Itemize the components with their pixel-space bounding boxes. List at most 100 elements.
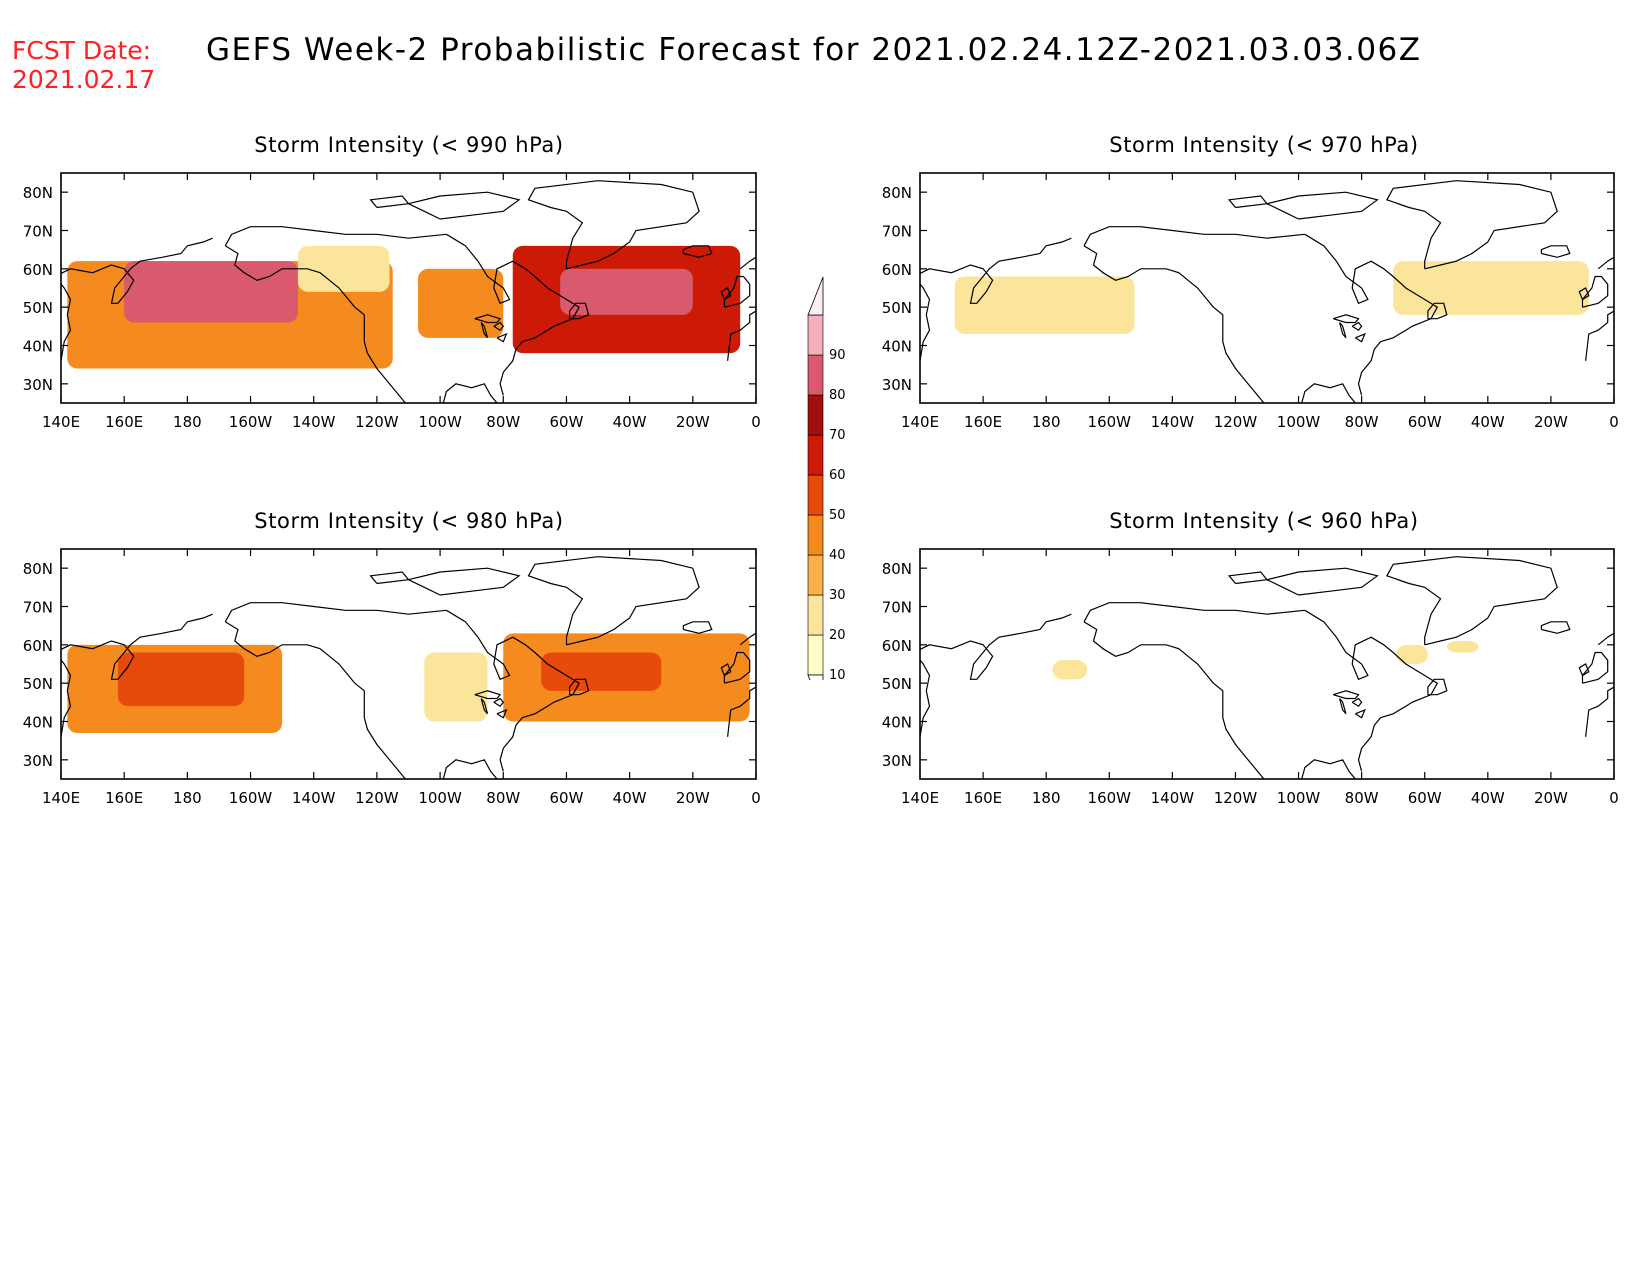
coastline xyxy=(1083,245,1214,308)
lat-label: 70N xyxy=(882,223,912,241)
colorbar-label: 40 xyxy=(829,548,846,563)
coastline xyxy=(1581,275,1609,308)
lon-label: 0 xyxy=(1609,789,1619,807)
lon-label: 100W xyxy=(418,789,462,807)
lon-label: 80W xyxy=(1345,413,1379,431)
lon-label: 180 xyxy=(1032,789,1061,807)
lon-label: 60W xyxy=(1408,413,1442,431)
lon-label: 160E xyxy=(964,413,1002,431)
coastline xyxy=(446,233,580,396)
lon-label: 20W xyxy=(676,413,710,431)
coastline xyxy=(1578,663,1590,677)
lon-label: 120W xyxy=(355,789,399,807)
colorbar-label: 90 xyxy=(829,348,846,363)
coastline xyxy=(1427,678,1448,696)
lon-label: 140W xyxy=(1151,789,1195,807)
map-p990: 140E 160E 180 160W 140W 120W 100W 80W 60W 40W 20W 0… xyxy=(23,172,761,431)
colorbar-top-cap xyxy=(807,276,824,316)
lat-label: 40N xyxy=(882,714,912,732)
coastline xyxy=(1581,651,1609,684)
lon-label: 80W xyxy=(486,789,520,807)
lon-label: 100W xyxy=(1277,789,1321,807)
coastline xyxy=(354,306,407,403)
probability-region xyxy=(1052,660,1088,680)
lat-label: 80N xyxy=(23,184,53,202)
lon-label: 160E xyxy=(105,789,143,807)
coastline xyxy=(1083,621,1214,684)
colorbar-segment xyxy=(807,554,824,596)
coastline xyxy=(224,245,356,308)
colorbar-label: 70 xyxy=(829,428,846,443)
probability-region xyxy=(1393,261,1589,315)
coastline xyxy=(1351,697,1363,707)
map-frame xyxy=(60,172,757,404)
lat-label: 50N xyxy=(882,675,912,693)
coastline xyxy=(480,322,489,339)
map-p970: 140E 160E 180 160W 140W 120W 100W 80W 60W 40W 20W 0… xyxy=(882,172,1619,431)
lon-label: 100W xyxy=(418,413,462,431)
lon-label: 140W xyxy=(1151,413,1195,431)
lat-label: 80N xyxy=(23,560,53,578)
lon-label: 60W xyxy=(549,789,583,807)
lat-label: 50N xyxy=(23,675,53,693)
coastline xyxy=(727,686,756,737)
probability-region xyxy=(541,652,662,691)
coastline xyxy=(1301,759,1356,779)
lat-label: 70N xyxy=(882,599,912,617)
coastline xyxy=(1301,383,1356,403)
coastline xyxy=(1083,226,1305,247)
coastline xyxy=(1304,233,1439,396)
forecast-date-value: 2021.02.17 xyxy=(12,65,156,94)
coastline xyxy=(682,245,713,258)
colorbar-segment xyxy=(807,634,824,676)
lon-label: 60W xyxy=(1408,789,1442,807)
coastline xyxy=(1386,556,1558,646)
coastline xyxy=(442,383,498,403)
lon-label: 120W xyxy=(355,413,399,431)
coastline xyxy=(720,663,732,677)
page-title: GEFS Week-2 Probabilistic Forecast for 2… xyxy=(206,32,1422,68)
coastline xyxy=(1213,682,1265,779)
lon-label: 80W xyxy=(1345,789,1379,807)
probability-region xyxy=(117,652,245,707)
lon-label: 20W xyxy=(1534,413,1568,431)
lon-label: 60W xyxy=(549,413,583,431)
lat-label: 70N xyxy=(23,599,53,617)
probability-region xyxy=(124,261,298,323)
coastline xyxy=(1339,322,1347,339)
lat-label: 60N xyxy=(23,637,53,655)
coastline xyxy=(1540,621,1571,634)
lat-label: 30N xyxy=(23,752,53,770)
coastline xyxy=(1304,609,1439,772)
coastline xyxy=(723,651,751,684)
coastline xyxy=(1213,306,1265,403)
coastline xyxy=(1083,602,1305,623)
lon-label: 0 xyxy=(1609,413,1619,431)
colorbar-segment xyxy=(807,514,824,556)
lon-label: 180 xyxy=(1032,413,1061,431)
colorbar-segment xyxy=(807,314,824,356)
coastline xyxy=(739,256,756,270)
coastline xyxy=(474,690,502,700)
lon-label: 20W xyxy=(1534,789,1568,807)
colorbar-segment xyxy=(807,474,824,516)
coastline xyxy=(1333,314,1360,324)
coastline xyxy=(1578,287,1590,301)
coastline xyxy=(442,759,498,779)
coastline xyxy=(720,287,732,301)
lon-label: 140W xyxy=(292,789,336,807)
lat-label: 40N xyxy=(23,714,53,732)
probability-region xyxy=(1446,641,1479,653)
probability-region xyxy=(1396,644,1428,664)
colorbar-segment xyxy=(807,394,824,436)
coastline xyxy=(727,310,756,361)
colorbar-label: 80 xyxy=(829,388,846,403)
coastline xyxy=(1265,191,1379,220)
coastline xyxy=(474,314,502,324)
lon-label: 100W xyxy=(1277,413,1321,431)
colorbar: 10 20 30 40 50 60 70 80 90 xyxy=(807,276,846,680)
coastline xyxy=(1540,245,1571,258)
map-frame xyxy=(60,548,757,780)
coastline xyxy=(496,332,508,343)
